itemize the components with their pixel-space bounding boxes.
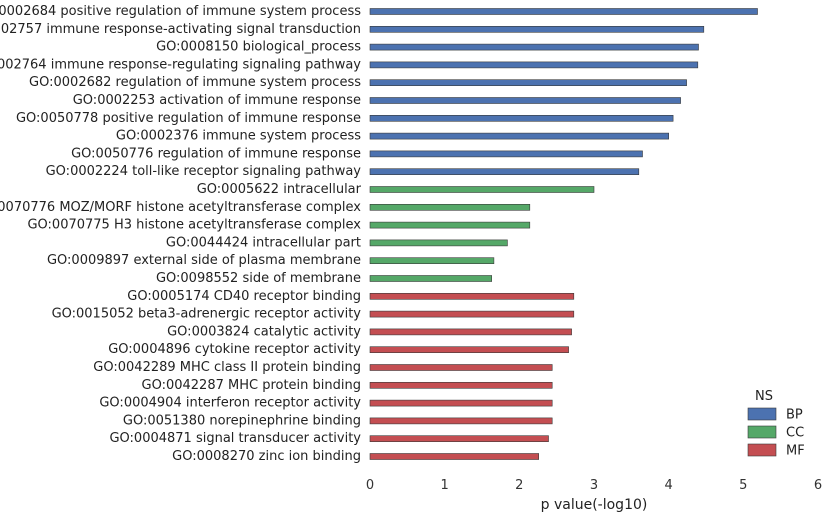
bar-mf [369, 364, 553, 371]
x-tick-label: 0 [366, 478, 374, 493]
bar-bp [369, 132, 670, 140]
category-labels-layer: GO:0002684 positive regulation of immune… [0, 4, 362, 464]
category-label: GO:0004871 signal transducer activity [109, 431, 361, 446]
bar-bp [369, 8, 758, 15]
legend-swatch-mf [747, 443, 777, 457]
bar-bp [369, 115, 674, 122]
category-label: GO:0008270 zinc ion binding [172, 449, 361, 464]
legend: NS BP CC MF [747, 389, 805, 459]
category-label: GO:0002757 immune response-activating si… [0, 22, 361, 37]
bar-mf [369, 453, 539, 460]
bars-layer [369, 8, 758, 460]
category-label: GO:0002253 activation of immune response [73, 93, 361, 108]
bar-cc [369, 239, 508, 247]
bar-cc [369, 221, 531, 229]
category-label: GO:0051380 norepinephrine binding [123, 413, 361, 428]
bar-bp [369, 61, 699, 69]
category-label: GO:0004896 cytokine receptor activity [108, 342, 361, 357]
category-label: GO:0002764 immune response-regulating si… [0, 57, 361, 72]
category-label: GO:0070776 MOZ/MORF histone acetyltransf… [0, 200, 361, 215]
category-label: GO:0004904 interferon receptor activity [99, 396, 361, 411]
category-label: GO:0009897 external side of plasma membr… [47, 253, 361, 268]
bar-cc [369, 204, 531, 211]
bar-bp [369, 43, 699, 51]
bar-bp [369, 25, 705, 33]
bar-mf [369, 328, 572, 336]
x-tick-label: 6 [814, 478, 822, 493]
category-label: GO:0005174 CD40 receptor binding [127, 289, 361, 304]
category-label: GO:0070775 H3 histone acetyltransferase … [27, 218, 361, 233]
bar-mf [369, 310, 575, 318]
category-label: GO:0015052 beta3-adrenergic receptor act… [52, 307, 362, 322]
category-label: GO:0050776 regulation of immune response [71, 146, 361, 161]
category-label: GO:0050778 positive regulation of immune… [16, 111, 361, 126]
bar-mf [369, 435, 549, 443]
x-tick-label: 2 [515, 478, 523, 493]
legend-label-bp: BP [786, 408, 803, 423]
category-label: GO:0002682 regulation of immune system p… [29, 75, 361, 90]
bar-cc [369, 186, 595, 193]
bar-mf [369, 292, 575, 300]
category-label: GO:0008150 biological_process [156, 40, 361, 55]
category-label: GO:0002224 toll-like receptor signaling … [46, 164, 362, 179]
legend-label-mf: MF [786, 444, 805, 459]
category-label: GO:0098552 side of membrane [156, 271, 361, 286]
x-axis-title: p value(-log10) [541, 497, 648, 513]
x-tick-label: 1 [441, 478, 449, 493]
bar-mf [369, 417, 553, 425]
bar-cc [369, 275, 492, 282]
category-label: GO:0044424 intracellular part [166, 235, 361, 250]
legend-swatch-cc [747, 425, 777, 439]
category-label: GO:0002684 positive regulation of immune… [0, 4, 361, 19]
category-label: GO:0005622 intracellular [197, 182, 362, 197]
bar-bp [369, 168, 640, 175]
bar-bp [369, 97, 681, 104]
category-label: GO:0003824 catalytic activity [167, 324, 361, 339]
bar-bp [369, 150, 643, 158]
x-axis: 0 1 2 3 4 5 6 [366, 478, 822, 493]
x-tick-label: 4 [665, 478, 673, 493]
legend-label-cc: CC [786, 426, 804, 441]
category-label: GO:0042289 MHC class II protein binding [93, 360, 361, 375]
bar-bp [369, 79, 687, 86]
x-tick-label: 3 [590, 478, 598, 493]
category-label: GO:0002376 immune system process [116, 129, 361, 144]
bar-cc [369, 257, 495, 265]
legend-title: NS [755, 389, 773, 404]
bar-mf [369, 399, 553, 407]
x-tick-label: 5 [739, 478, 747, 493]
category-label: GO:0042287 MHC protein binding [142, 378, 362, 393]
legend-swatch-bp [747, 407, 777, 421]
bar-mf [369, 346, 569, 354]
bar-mf [369, 381, 553, 389]
